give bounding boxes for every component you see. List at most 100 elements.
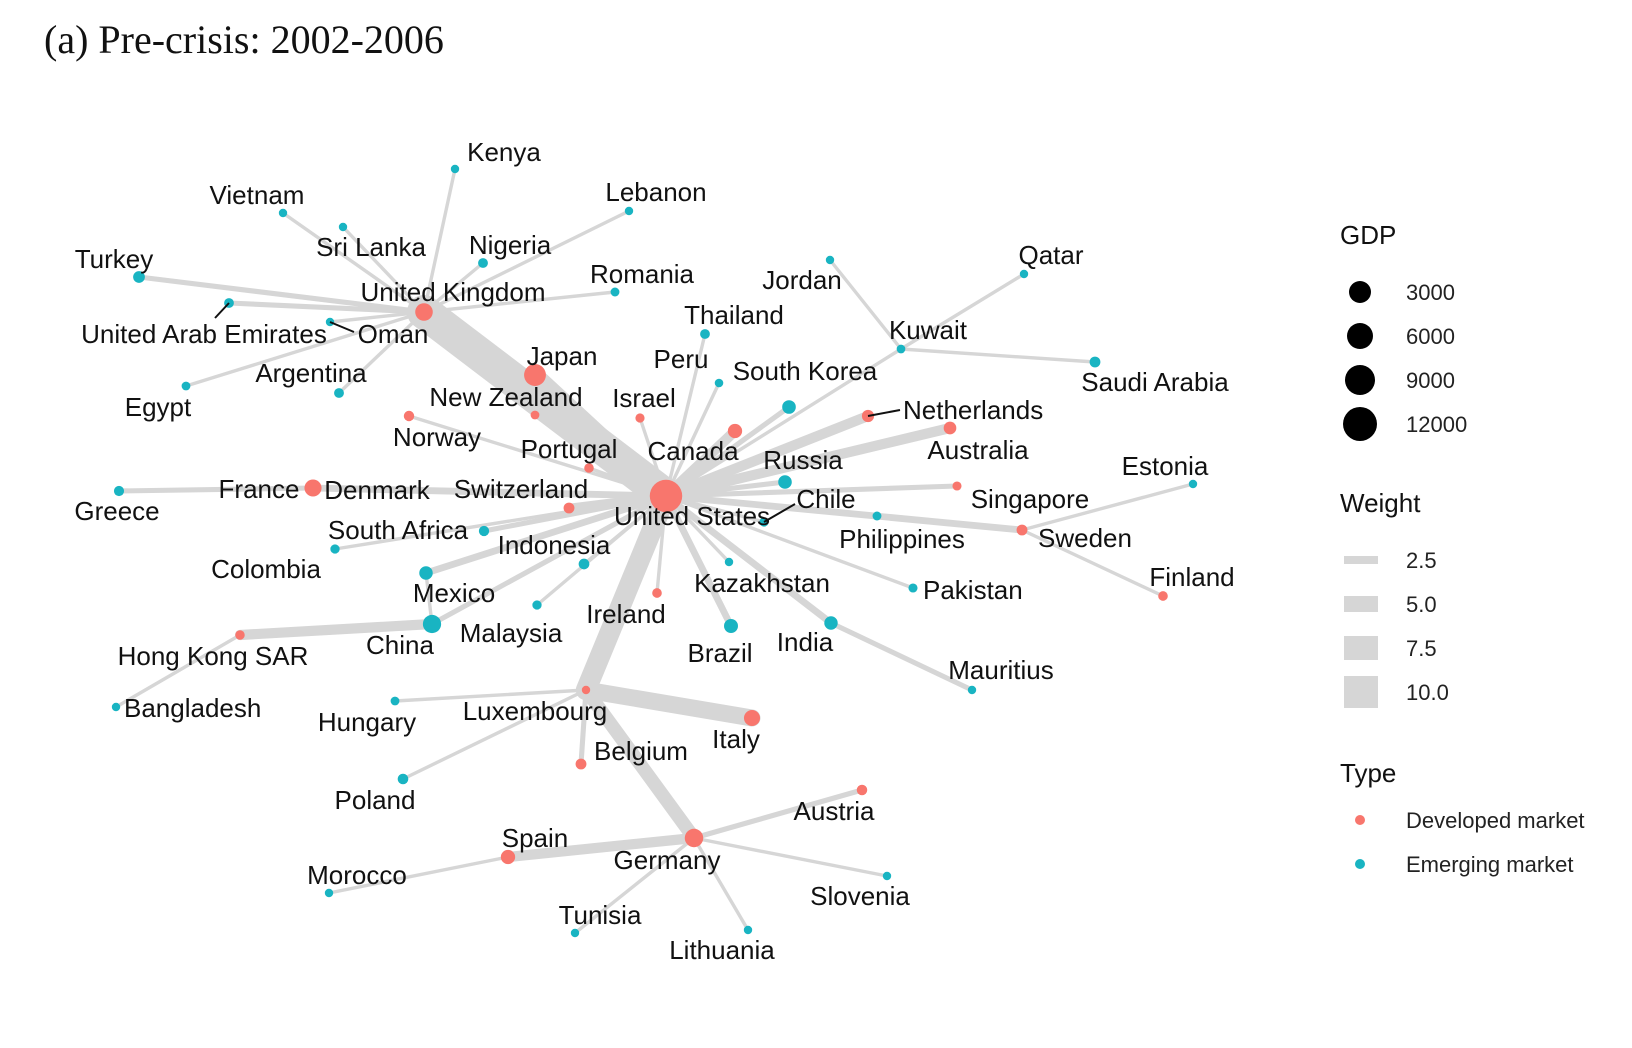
weight-legend-label: 5.0 (1406, 592, 1437, 617)
edge-de-at (691, 787, 865, 841)
label-ng: Nigeria (469, 230, 552, 260)
label-pt: Portugal (521, 434, 618, 464)
label-sg: Singapore (971, 484, 1090, 514)
gdp-legend-label: 12000 (1406, 412, 1468, 437)
label-ro: Romania (590, 259, 695, 289)
node-il (635, 413, 645, 423)
label-fr: France (219, 474, 300, 504)
weight-legend-label: 10.0 (1406, 680, 1449, 705)
node-ro (610, 287, 620, 297)
node-tr (133, 271, 145, 283)
edge-layer (114, 167, 1195, 935)
node-hu (390, 696, 400, 706)
label-leader-line (867, 409, 901, 417)
node-kw (896, 344, 906, 354)
label-lu: Luxembourg (463, 696, 608, 726)
edge-us-ie (655, 494, 668, 595)
edge-us-co (333, 494, 668, 551)
gdp-legend-dot (1347, 323, 1373, 349)
edge-es-ma (327, 855, 510, 895)
edge-us-lu (575, 485, 677, 701)
node-co (330, 544, 340, 554)
node-pk (908, 583, 918, 593)
label-au: Australia (927, 435, 1029, 465)
gdp-legend-row: 6000 (1340, 316, 1620, 356)
node-in (824, 616, 838, 630)
edge-lu-hu (393, 688, 588, 703)
developed-market-dot (1355, 815, 1365, 825)
label-il: Israel (612, 383, 676, 413)
edge-lu-pl (401, 688, 588, 781)
node-ru (778, 475, 792, 489)
leader-line-layer (214, 302, 901, 523)
label-bd: Bangladesh (124, 693, 261, 723)
label-leader-line (329, 321, 355, 333)
edge-kw-qa (899, 272, 1026, 351)
node-gr (113, 485, 125, 497)
label-kw: Kuwait (889, 315, 968, 345)
label-jo: Jordan (762, 265, 842, 295)
edge-in-mu (828, 620, 975, 693)
figure-title: (a) Pre-crisis: 2002-2006 (44, 17, 444, 62)
edge-us-nz (533, 413, 668, 498)
edge-us-ph (664, 494, 879, 518)
node-uk (415, 303, 433, 321)
node-mx (419, 566, 433, 580)
label-pk: Pakistan (923, 575, 1023, 605)
edge-kw-sa (899, 347, 1097, 364)
node-mu (967, 685, 977, 695)
node-hk (235, 630, 245, 640)
edge-fr-gr (116, 485, 316, 494)
edge-de-lt (692, 836, 750, 932)
label-ee: Estonia (1122, 451, 1209, 481)
gdp-legend-label: 6000 (1406, 324, 1455, 349)
label-lt: Lithuania (669, 935, 775, 965)
node-pe (714, 378, 724, 388)
label-hk: Hong Kong SAR (118, 641, 309, 671)
edge-us-no (407, 414, 668, 498)
label-es: Spain (502, 823, 569, 853)
node-sg (952, 481, 962, 491)
label-om: Oman (358, 319, 429, 349)
weight-legend-row: 10.0 (1340, 672, 1620, 712)
node-kr (782, 400, 796, 414)
node-jp (524, 364, 546, 386)
node-dk (307, 482, 319, 494)
edge-uk-lk (341, 225, 426, 314)
label-mu: Mauritius (948, 655, 1053, 685)
node-se (1016, 524, 1028, 536)
label-se: Sweden (1038, 523, 1132, 553)
node-lk (338, 222, 348, 232)
gdp-legend-dot (1349, 281, 1371, 303)
label-layer: United States United Kingdom Japan Germany F… (74, 137, 1234, 965)
weight-legend-bar (1344, 636, 1378, 660)
node-de (684, 828, 704, 848)
edge-uk-tr (136, 274, 427, 315)
label-ie: Ireland (586, 599, 666, 629)
label-sa: Saudi Arabia (1081, 367, 1229, 397)
node-no (403, 410, 415, 422)
label-cn: China (366, 630, 434, 660)
weight-legend-bar (1344, 596, 1378, 612)
node-ma (324, 888, 334, 898)
edge-uk-ng (422, 261, 485, 314)
edge-lu-be (578, 687, 589, 767)
edge-us-th (664, 332, 707, 498)
node-au (943, 421, 957, 435)
node-jo (825, 255, 835, 265)
weight-legend-label: 2.5 (1406, 548, 1437, 573)
label-my: Malaysia (460, 618, 563, 648)
weight-legend-title: Weight (1340, 488, 1421, 518)
node-my (532, 600, 542, 610)
label-lb: Lebanon (605, 177, 706, 207)
node-layer (111, 164, 1198, 938)
label-tr: Turkey (75, 244, 154, 274)
edge-lu-de (579, 683, 701, 845)
edge-uk-ae (226, 300, 427, 315)
label-dk: Denmark (324, 475, 430, 505)
edge-us-br (662, 492, 735, 630)
edge-uk-vn (281, 211, 426, 314)
node-ie (652, 588, 662, 598)
node-ph (872, 511, 882, 521)
weight-legend-row: 2.5 (1340, 540, 1620, 580)
